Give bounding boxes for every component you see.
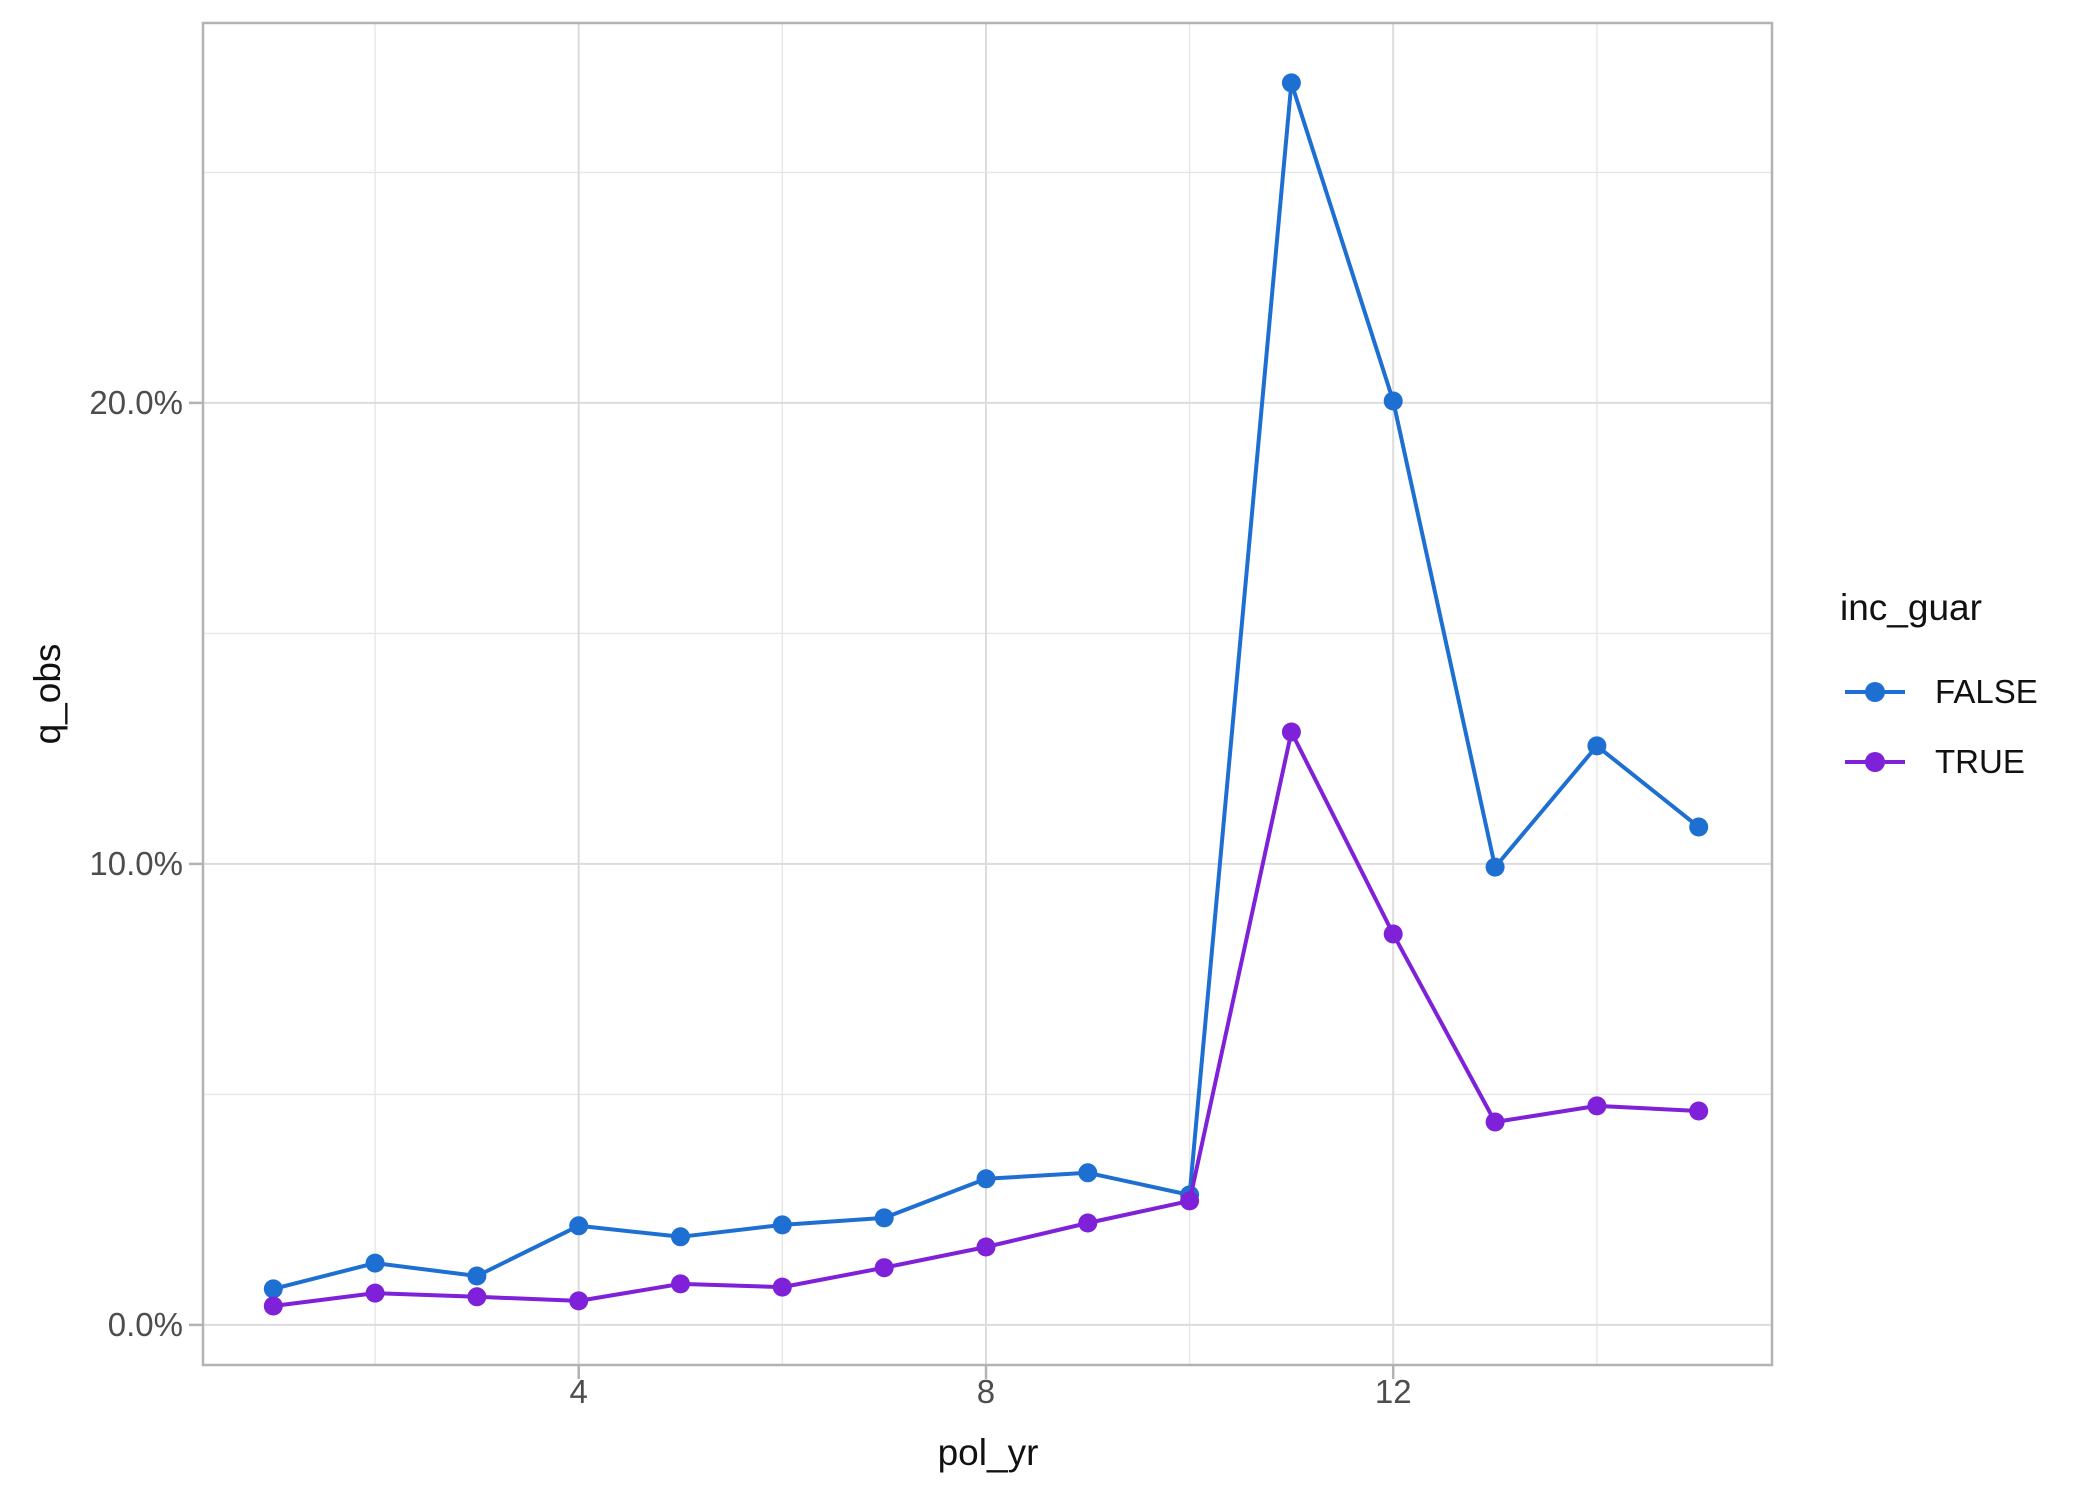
y-tick-label-20: 20.0% — [89, 383, 183, 421]
x-tick-label-8: 8 — [976, 1373, 996, 1410]
legend-item-true: TRUE — [1840, 729, 2025, 795]
data-point-false-5 — [671, 1227, 690, 1247]
data-point-false-14 — [1587, 736, 1607, 756]
legend: inc_guar FALSE TRUE — [1840, 585, 2100, 780]
data-point-false-8 — [976, 1169, 996, 1189]
data-point-false-2 — [365, 1253, 385, 1273]
data-point-true-7 — [874, 1258, 894, 1278]
y-tick-label-0: 0.0% — [107, 1305, 183, 1343]
legend-title: inc_guar — [1840, 587, 1982, 628]
x-tick-label-12: 12 — [1374, 1373, 1412, 1410]
data-point-true-12 — [1383, 924, 1403, 944]
data-point-false-3 — [467, 1266, 487, 1286]
data-point-true-1 — [263, 1296, 283, 1316]
legend-key-true-icon — [1845, 752, 1905, 772]
data-point-true-14 — [1587, 1096, 1607, 1116]
data-point-false-9 — [1078, 1163, 1098, 1183]
legend-item-false: FALSE — [1840, 659, 2038, 725]
data-point-true-2 — [365, 1283, 385, 1303]
data-point-false-11 — [1281, 73, 1301, 93]
y-tick-label-10: 10.0% — [89, 844, 183, 882]
legend-label-false: FALSE — [1935, 673, 2038, 710]
data-point-true-10 — [1180, 1191, 1200, 1211]
data-point-false-1 — [263, 1279, 283, 1299]
legend-key-false-icon — [1845, 682, 1905, 702]
data-point-true-4 — [569, 1291, 589, 1311]
panel-border — [201, 21, 1774, 1367]
x-axis-title: pol_yr — [937, 1432, 1039, 1473]
y-axis-title: q_obs — [27, 643, 68, 745]
data-point-false-7 — [874, 1208, 894, 1228]
data-point-false-15 — [1689, 817, 1709, 837]
data-point-true-13 — [1485, 1112, 1505, 1132]
data-point-false-12 — [1383, 391, 1403, 411]
data-point-false-6 — [772, 1215, 792, 1235]
data-point-false-4 — [569, 1216, 589, 1236]
data-point-false-13 — [1485, 857, 1505, 877]
data-point-true-8 — [976, 1237, 996, 1257]
data-point-true-3 — [467, 1287, 487, 1307]
legend-label-true: TRUE — [1935, 743, 2025, 780]
data-point-true-6 — [772, 1277, 792, 1297]
data-point-true-15 — [1689, 1101, 1709, 1121]
data-point-true-11 — [1281, 722, 1301, 742]
data-point-true-5 — [671, 1274, 690, 1294]
data-point-true-9 — [1078, 1213, 1098, 1233]
x-tick-label-4: 4 — [569, 1373, 588, 1410]
